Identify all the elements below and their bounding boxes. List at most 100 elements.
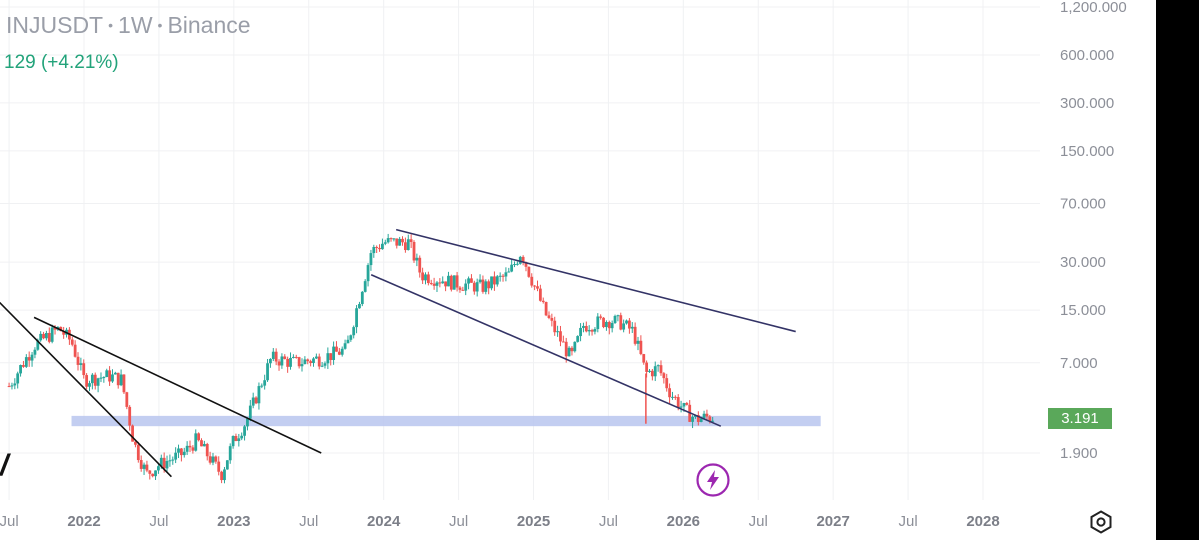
candle-body [518,256,522,264]
candle-body [378,247,381,250]
candle-body [642,354,646,363]
candle-body [128,406,132,426]
candle-body [76,356,80,365]
candle-body [154,470,157,477]
candle-body [383,242,387,244]
candle-body [590,330,594,332]
candle-body [653,366,657,377]
candle-body [165,461,169,469]
candle-body [214,456,218,462]
candle-body [536,286,539,289]
trendlines [0,228,796,478]
candle-body [579,327,582,337]
candle-body [435,282,439,286]
tradingview-logo-icon[interactable]: / [0,449,9,482]
candle-body [702,413,706,419]
candle-body [294,356,298,358]
candle-body [355,308,358,328]
candles [7,233,715,484]
candle-body [317,356,321,367]
candle-body [237,438,241,442]
candle-body [363,281,367,292]
candle-body [27,357,31,361]
candle-body [208,456,212,463]
candle-body [312,358,315,364]
candle-body [662,373,666,379]
candle-body [421,272,425,281]
candle-body [401,238,404,243]
y-tick-label: 15.000 [1060,302,1106,319]
candle-body [633,326,637,344]
candle-body [406,239,410,251]
candle-body [679,406,683,408]
candle-body [99,377,103,379]
candle-body [50,327,54,342]
candle-body [200,440,203,447]
candle-body [157,466,160,471]
trendline[interactable] [395,228,796,333]
candle-body [352,327,356,336]
candle-body [648,370,651,372]
candle-body [441,281,445,284]
y-tick-label: 1.900 [1060,445,1098,462]
candle-body [10,385,14,387]
candle-body [544,302,548,316]
candle-body [326,353,330,364]
candle-body [625,320,628,324]
candle-body [111,374,114,382]
candle-body [271,351,275,359]
candle-body [708,416,712,422]
candle-body [7,386,11,388]
candle-body [484,281,488,292]
trendline[interactable] [33,316,322,454]
candle-body [452,275,456,290]
candle-body [277,361,281,366]
candle-body [504,272,508,277]
candle-body [30,354,34,361]
candle-body [300,364,304,367]
candle-body [179,448,183,456]
timeframe[interactable]: 1W [118,12,153,38]
candle-body [464,283,468,291]
candle-body [602,317,605,328]
candle-body [636,340,640,344]
candle-body [426,274,430,283]
candle-body [340,348,344,355]
candle-body [521,256,525,263]
candle-body [79,363,83,365]
candle-body [202,443,206,447]
candle-body [619,315,623,330]
candle-body [395,238,399,246]
candle-body [369,253,373,266]
candle-body [691,416,694,422]
candle-body [389,238,393,240]
candle-body [495,276,499,285]
candle-body [541,300,545,303]
candle-body [481,279,485,292]
candle-body [45,332,48,339]
settings-icon[interactable] [1089,510,1113,534]
candle-body [559,331,562,342]
candle-body [102,377,106,379]
candle-body [711,420,715,422]
symbol-name[interactable]: INJUSDT [6,12,104,38]
candle-body [171,459,175,461]
trendline[interactable] [0,287,172,478]
candle-body [659,365,663,374]
candle-body [39,333,43,341]
candle-body [403,242,407,251]
candle-body [622,323,626,330]
x-tick-label: Jul [749,513,768,530]
candle-body [472,282,476,292]
candle-body [550,317,554,321]
candle-body [372,246,376,254]
trendline[interactable] [370,274,722,427]
lightning-icon[interactable] [696,463,730,497]
candle-body [191,447,195,451]
candle-body [424,274,427,281]
candle-body [587,330,591,332]
candle-body [19,365,22,374]
candle-body [260,385,264,387]
